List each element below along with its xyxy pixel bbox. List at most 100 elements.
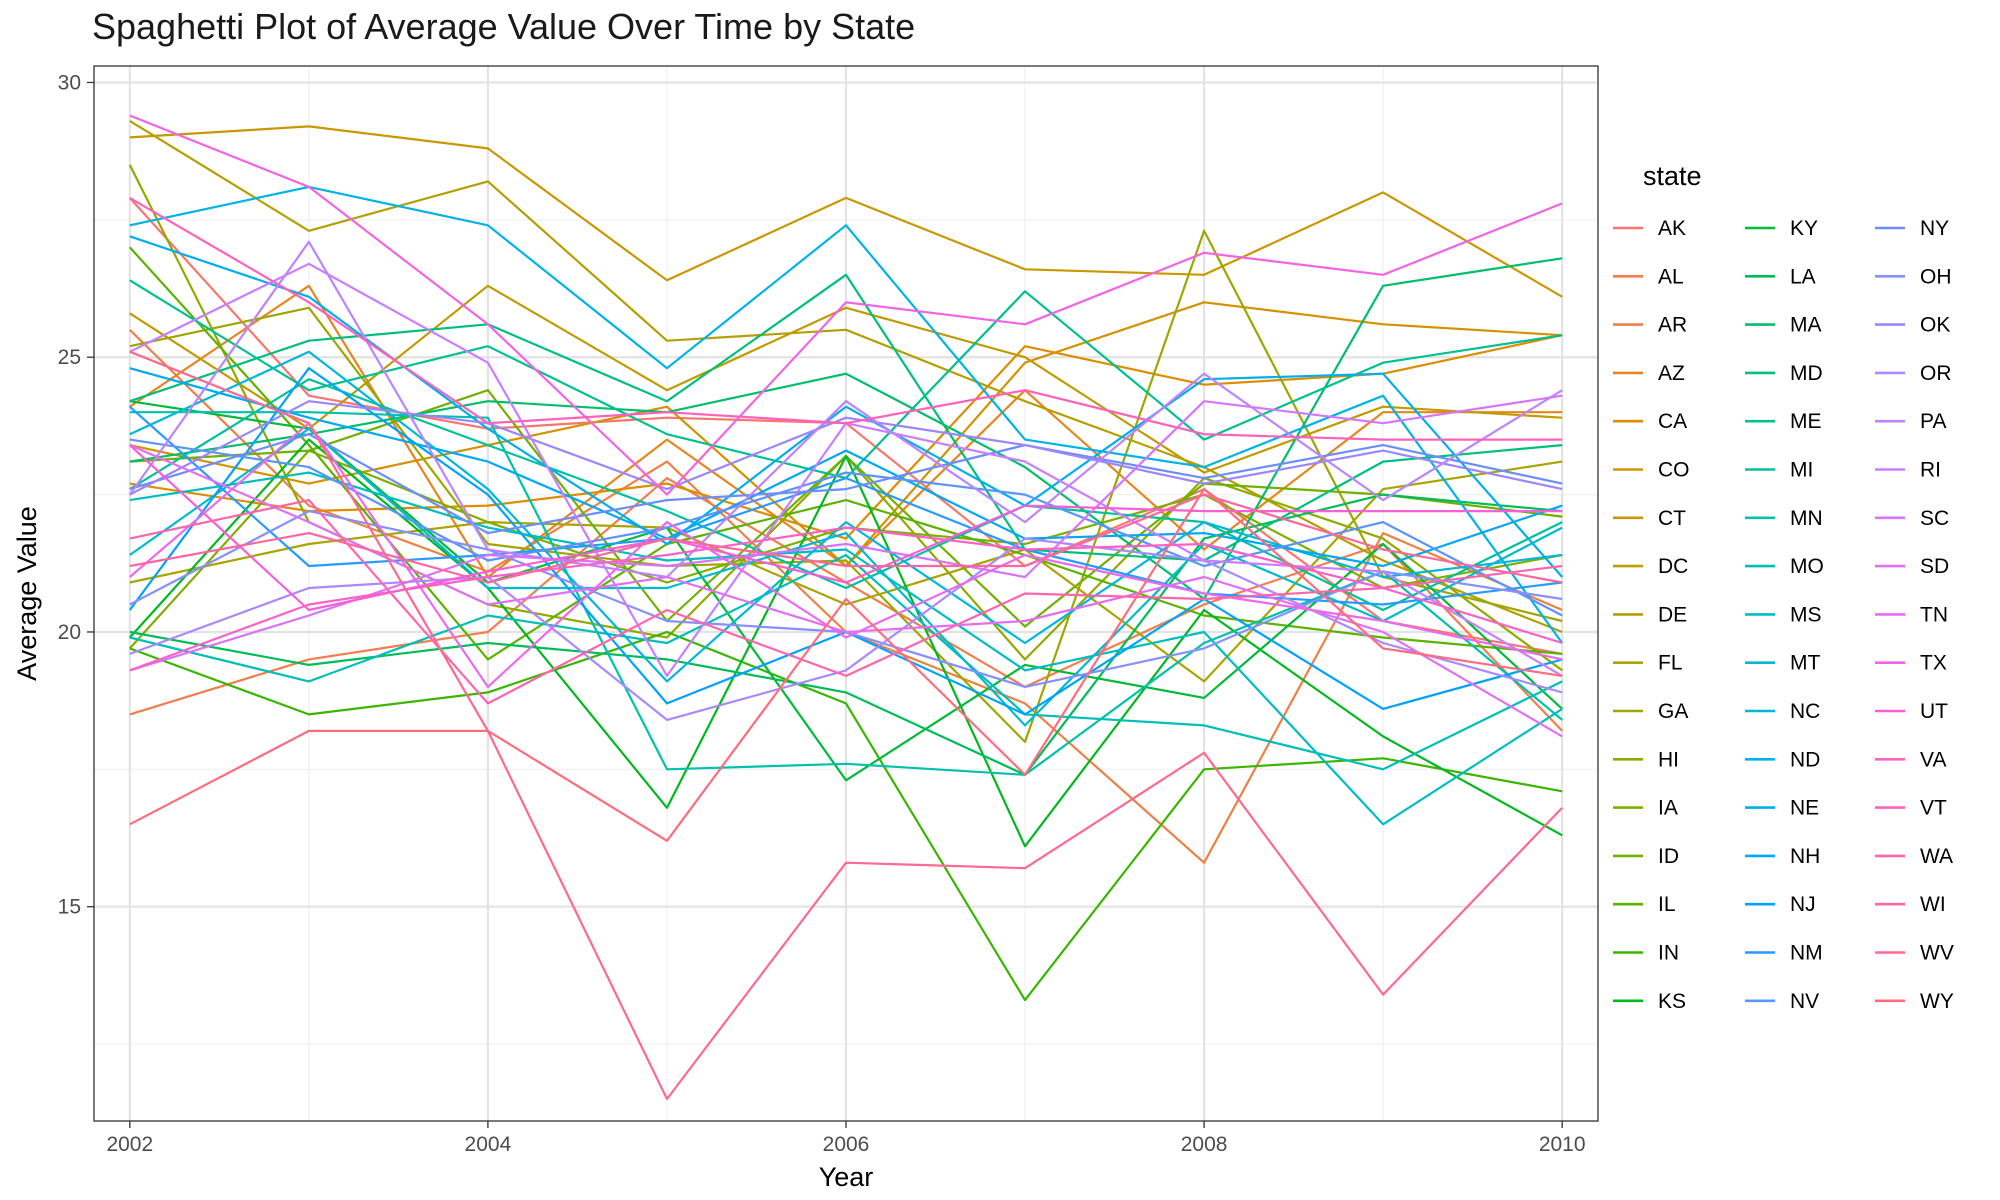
legend-label: CO xyxy=(1658,459,1690,482)
series-line-de xyxy=(129,119,1563,634)
legend-item-il: IL xyxy=(1613,893,1676,916)
legend-item-ri: RI xyxy=(1875,459,1941,482)
legend-label: ND xyxy=(1790,748,1820,771)
series-line-ma xyxy=(129,257,1563,601)
legend-item-nd: ND xyxy=(1745,748,1820,771)
y-axis-title: Average Value xyxy=(12,506,42,681)
series-line-dc xyxy=(129,284,1563,474)
series-line-md xyxy=(129,273,1563,562)
legend-label: IA xyxy=(1658,797,1678,820)
legend-label: NE xyxy=(1790,797,1819,820)
legend-label: MI xyxy=(1790,459,1813,482)
series-lines xyxy=(128,114,1564,1101)
x-tick-label: 2004 xyxy=(465,1133,512,1156)
legend-item-mn: MN xyxy=(1745,507,1823,530)
legend-item-ut: UT xyxy=(1875,700,1948,723)
series-line-mi xyxy=(129,378,1563,612)
y-tick-label: 30 xyxy=(58,71,81,94)
legend-label: VA xyxy=(1920,748,1946,771)
legend-item-id: ID xyxy=(1613,845,1679,868)
legend-label: SD xyxy=(1920,555,1949,578)
legend-label: MD xyxy=(1790,362,1823,385)
series-line-va xyxy=(129,526,1563,672)
legend-label: CA xyxy=(1658,410,1687,433)
legend-item-ga: GA xyxy=(1613,700,1688,723)
legend-item-sd: SD xyxy=(1875,555,1949,578)
legend-label: AZ xyxy=(1658,362,1685,385)
legend-item-ca: CA xyxy=(1613,410,1687,433)
legend-item-in: IN xyxy=(1613,942,1679,965)
x-axis: 2002 2004 2006 2008 2010 xyxy=(106,1121,1586,1156)
legend-item-nj: NJ xyxy=(1745,893,1816,916)
legend-item-nv: NV xyxy=(1745,990,1819,1013)
legend-item-va: VA xyxy=(1875,748,1946,771)
legend-item-ks: KS xyxy=(1613,990,1686,1013)
series-line-nv xyxy=(129,438,1563,617)
legend-item-wv: WV xyxy=(1875,942,1954,965)
legend-label: ME xyxy=(1790,410,1822,433)
legend-item-az: AZ xyxy=(1613,362,1685,385)
legend-item-nc: NC xyxy=(1745,700,1820,723)
series-line-tn xyxy=(129,422,1563,689)
legend-label: FL xyxy=(1658,652,1683,675)
legend-item-or: OR xyxy=(1875,362,1952,385)
legend-label: DC xyxy=(1658,555,1688,578)
legend-label: MN xyxy=(1790,507,1823,530)
legend-item-mi: MI xyxy=(1745,459,1813,482)
legend-label: HI xyxy=(1658,748,1679,771)
legend-item-ia: IA xyxy=(1613,797,1678,820)
series-line-ne xyxy=(129,235,1564,578)
series-line-il xyxy=(128,246,1563,661)
legend-item-mo: MO xyxy=(1745,555,1824,578)
legend-item-co: CO xyxy=(1613,459,1690,482)
legend-item-dc: DC xyxy=(1613,555,1688,578)
x-tick-label: 2002 xyxy=(106,1133,153,1156)
series-line-la xyxy=(129,493,1563,776)
legend-label: NH xyxy=(1790,845,1820,868)
legend-item-tx: TX xyxy=(1875,652,1947,675)
legend-item-wa: WA xyxy=(1875,845,1953,868)
series-line-nc xyxy=(129,350,1563,683)
legend-item-fl: FL xyxy=(1613,652,1683,675)
legend-label: NV xyxy=(1790,990,1819,1013)
legend-item-sc: SC xyxy=(1875,507,1949,530)
legend-label: UT xyxy=(1920,700,1948,723)
legend: AK AL AR AZ CA CO CT DC DE FL GA HI IA ID IL IN KS KY LA MA… xyxy=(1613,217,1954,1013)
legend-label: SC xyxy=(1920,507,1949,530)
series-line-wv xyxy=(129,350,1563,1101)
legend-label: NM xyxy=(1790,942,1823,965)
legend-label: AL xyxy=(1658,265,1684,288)
legend-label: OR xyxy=(1920,362,1952,385)
series-line-mo xyxy=(129,553,1563,771)
legend-item-tn: TN xyxy=(1875,603,1948,626)
series-line-ok xyxy=(129,400,1563,496)
legend-item-nh: NH xyxy=(1745,845,1820,868)
legend-label: MS xyxy=(1790,603,1822,626)
legend-label: MO xyxy=(1790,555,1824,578)
legend-label: PA xyxy=(1920,410,1946,433)
x-tick-label: 2006 xyxy=(823,1133,870,1156)
legend-item-wi: WI xyxy=(1875,893,1946,916)
legend-item-nm: NM xyxy=(1745,942,1823,965)
legend-item-ms: MS xyxy=(1745,603,1822,626)
legend-item-ma: MA xyxy=(1745,314,1822,337)
y-tick-label: 25 xyxy=(58,346,81,369)
legend-label: VT xyxy=(1920,797,1947,820)
legend-item-ky: KY xyxy=(1745,217,1818,240)
legend-item-de: DE xyxy=(1613,603,1687,626)
y-tick-label: 20 xyxy=(58,621,81,644)
legend-item-ny: NY xyxy=(1875,217,1949,240)
legend-item-hi: HI xyxy=(1613,748,1679,771)
legend-item-md: MD xyxy=(1745,362,1823,385)
legend-label: MA xyxy=(1790,314,1822,337)
series-line-ct xyxy=(129,125,1563,298)
legend-item-ok: OK xyxy=(1875,314,1950,337)
legend-label: GA xyxy=(1658,700,1688,723)
legend-item-pa: PA xyxy=(1875,410,1946,433)
series-line-or xyxy=(129,537,1563,722)
legend-label: TN xyxy=(1920,603,1948,626)
legend-item-ne: NE xyxy=(1745,797,1819,820)
series-line-ks xyxy=(128,438,1563,848)
legend-label: TX xyxy=(1920,652,1947,675)
